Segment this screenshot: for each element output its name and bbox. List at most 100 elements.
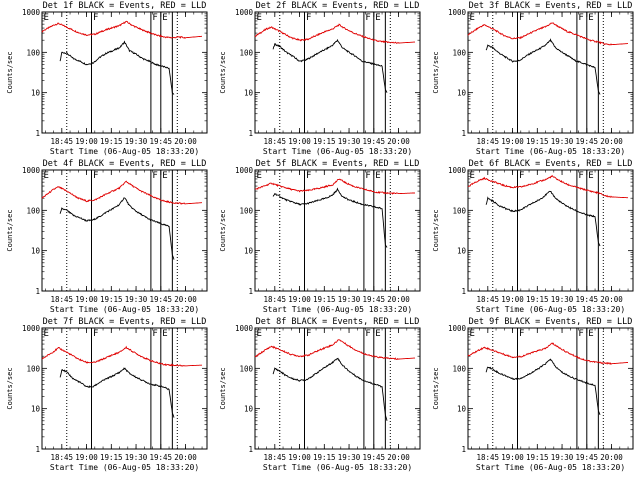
plot-frame: [41, 169, 208, 292]
y-tick-label: 1000: [235, 8, 254, 17]
lld-series-line: [255, 178, 416, 195]
y-tick-label: 10: [31, 405, 41, 414]
panel-title: Det 1f BLACK = Events, RED = LLD: [43, 1, 207, 11]
panel-title: Det 4f BLACK = Events, RED = LLD: [43, 159, 207, 169]
y-tick-label: 1: [35, 129, 40, 138]
x-tick-label: 19:15: [313, 137, 336, 146]
event-marker-label: E: [257, 329, 262, 339]
plot-frame: [254, 11, 421, 134]
y-axis-label: Counts/sec: [432, 209, 440, 251]
event-marker-label: E: [257, 13, 262, 23]
panel-det-2: Det 2f BLACK = Events, RED = LLD Counts/s…: [219, 1, 421, 156]
event-marker-label: F: [578, 171, 583, 181]
x-axis-label: Start Time (06-Aug-05 18:33:20): [263, 305, 412, 314]
y-tick-label: 10: [457, 405, 467, 414]
event-marker-label: E: [588, 171, 593, 181]
x-tick-label: 19:00: [75, 295, 98, 304]
event-marker-label: E: [470, 13, 475, 23]
y-tick-label: 1: [248, 129, 253, 138]
event-marker-label: E: [257, 171, 262, 181]
x-tick-label: 19:15: [100, 137, 123, 146]
plot-frame: [467, 11, 634, 134]
x-tick-label: 19:45: [576, 295, 599, 304]
event-marker-label: F: [365, 13, 370, 23]
event-marker-label: F: [152, 329, 157, 339]
lld-series-line: [467, 174, 629, 199]
x-tick-label: 19:15: [313, 295, 336, 304]
y-tick-label: 1: [35, 287, 40, 296]
x-tick-label: 20:00: [600, 295, 623, 304]
x-axis-label: Start Time (06-Aug-05 18:33:20): [263, 147, 412, 156]
lld-series-line: [254, 23, 416, 44]
x-tick-label: 18:45: [477, 137, 500, 146]
panel-title: Det 8f BLACK = Events, RED = LLD: [256, 317, 420, 327]
x-tick-label: 20:00: [174, 453, 197, 462]
x-tick-label: 19:15: [526, 137, 549, 146]
event-marker-label: F: [519, 171, 524, 181]
lld-series-line: [467, 22, 628, 46]
x-tick-label: 19:00: [288, 453, 311, 462]
event-marker-label: F: [365, 171, 370, 181]
y-tick-label: 100: [239, 206, 253, 215]
y-tick-label: 100: [239, 48, 253, 57]
event-marker-label: F: [519, 13, 524, 23]
x-tick-label: 19:00: [501, 453, 524, 462]
events-series-line: [272, 38, 388, 93]
events-series-line: [485, 38, 601, 95]
x-tick-label: 18:45: [477, 453, 500, 462]
event-marker-label: F: [578, 13, 583, 23]
event-marker-label: E: [588, 13, 593, 23]
panel-title: Det 5f BLACK = Events, RED = LLD: [256, 159, 420, 169]
x-tick-label: 18:45: [264, 453, 287, 462]
x-tick-label: 20:00: [174, 137, 197, 146]
x-tick-label: 19:45: [363, 137, 386, 146]
lld-series-line: [41, 345, 203, 367]
lld-series-line: [41, 20, 202, 39]
plot-frame: [254, 327, 421, 450]
y-axis-label: Counts/sec: [219, 51, 227, 93]
event-marker-label: E: [44, 171, 49, 181]
y-tick-label: 1000: [448, 166, 467, 175]
x-tick-label: 19:00: [75, 137, 98, 146]
panel-det-7: Det 7f BLACK = Events, RED = LLD Counts/s…: [6, 317, 208, 472]
x-tick-label: 19:00: [288, 137, 311, 146]
y-tick-label: 1000: [235, 324, 254, 333]
event-marker-label: F: [578, 329, 583, 339]
x-tick-label: 18:45: [51, 453, 74, 462]
event-marker-label: F: [93, 329, 98, 339]
x-tick-label: 19:15: [100, 453, 123, 462]
event-marker-label: F: [365, 329, 370, 339]
panel-det-4: Det 4f BLACK = Events, RED = LLD Counts/s…: [6, 159, 208, 314]
x-axis-label: Start Time (06-Aug-05 18:33:20): [50, 147, 199, 156]
x-axis-label: Start Time (06-Aug-05 18:33:20): [476, 147, 625, 156]
panel-det-1: Det 1f BLACK = Events, RED = LLD Counts/s…: [6, 1, 208, 156]
plot-frame: [254, 169, 421, 292]
x-axis-label: Start Time (06-Aug-05 18:33:20): [476, 463, 625, 472]
y-tick-label: 1: [35, 445, 40, 454]
x-tick-label: 19:45: [576, 453, 599, 462]
x-tick-label: 18:45: [477, 295, 500, 304]
event-marker-label: F: [93, 171, 98, 181]
y-tick-label: 100: [452, 48, 466, 57]
y-tick-label: 1: [248, 445, 253, 454]
y-tick-label: 1: [461, 129, 466, 138]
event-marker-label: F: [519, 329, 524, 339]
y-tick-label: 1000: [448, 8, 467, 17]
x-tick-label: 20:00: [174, 295, 197, 304]
lld-series-line: [41, 180, 202, 205]
panel-det-8: Det 8f BLACK = Events, RED = LLD Counts/s…: [219, 317, 421, 472]
lld-series-line: [467, 342, 629, 365]
y-axis-label: Counts/sec: [219, 367, 227, 409]
x-tick-label: 18:45: [264, 137, 287, 146]
x-axis-label: Start Time (06-Aug-05 18:33:20): [50, 305, 199, 314]
events-series-line: [272, 357, 388, 421]
y-tick-label: 1000: [22, 8, 41, 17]
events-series-line: [485, 190, 601, 247]
x-tick-label: 20:00: [600, 453, 623, 462]
y-tick-label: 100: [26, 48, 40, 57]
plot-frame: [41, 11, 208, 134]
y-axis-label: Counts/sec: [6, 51, 14, 93]
event-marker-label: E: [162, 13, 167, 23]
x-tick-label: 19:45: [363, 295, 386, 304]
x-axis-label: Start Time (06-Aug-05 18:33:20): [50, 463, 199, 472]
